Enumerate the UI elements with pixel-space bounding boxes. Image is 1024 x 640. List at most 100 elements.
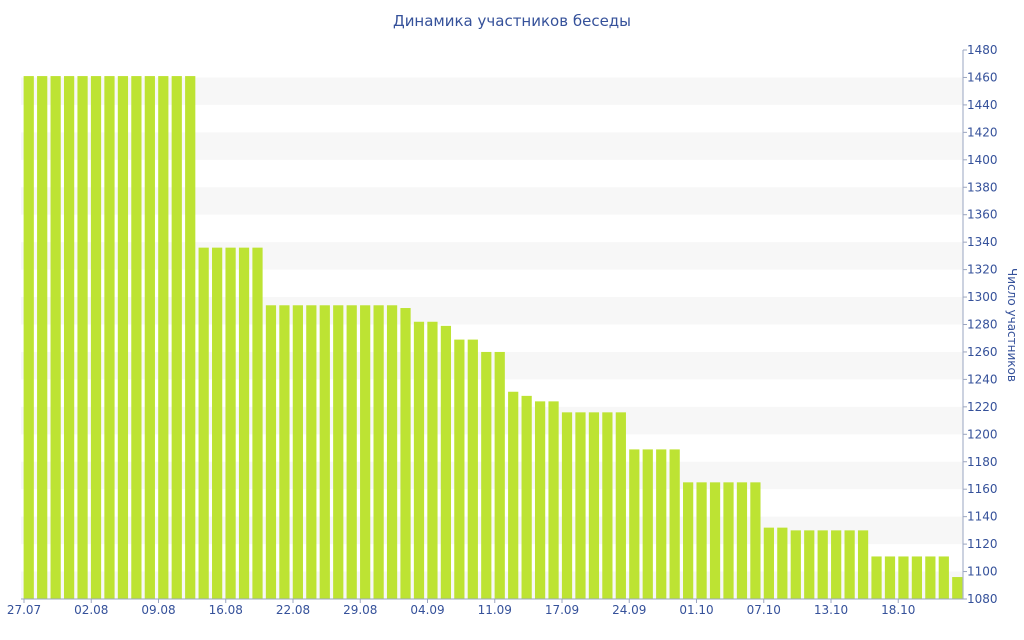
y-tick-label: 1220 [967,400,998,414]
bar [467,339,478,599]
y-tick-label: 1240 [967,372,998,386]
bar [225,247,236,599]
x-tick-label: 22.08 [276,603,310,617]
bar [534,401,546,599]
bar [669,449,680,599]
bar [400,308,411,599]
y-tick-label: 1300 [967,290,998,304]
y-tick-label: 1100 [967,565,998,579]
bar [212,247,223,599]
bar [360,305,371,599]
bar [494,351,505,599]
x-tick-label: 18.10 [881,603,915,617]
bar [817,530,828,599]
bar [440,325,452,599]
y-tick-label: 1440 [967,98,998,112]
bar [386,305,398,599]
bar [575,412,586,599]
bar [548,401,559,599]
y-tick-label: 1420 [967,125,998,139]
bar [238,247,250,599]
bar [857,530,869,599]
bar [37,76,48,599]
bar [481,351,492,599]
x-tick-label: 09.08 [141,603,175,617]
bar [898,556,909,599]
y-tick-label: 1120 [967,537,998,551]
bar [790,530,801,599]
bar [171,76,182,599]
bar [50,76,61,599]
bar [117,76,129,599]
y-tick-label: 1080 [967,592,998,606]
bar [831,530,842,599]
bar [63,76,75,599]
x-tick-label: 01.10 [679,603,713,617]
bar [508,391,519,599]
x-tick-label: 04.09 [410,603,444,617]
chart-title: Динамика участников беседы [392,12,632,30]
bars [23,76,963,599]
bar [292,305,303,599]
x-tick-label: 27.07 [7,603,41,617]
x-axis: 27.07 02.08 09.08 16.08 22.08 29.08 04.09 11.09… [7,598,963,617]
bar [454,339,465,599]
bar [561,412,573,599]
bar [185,76,196,599]
bar [521,395,532,599]
bar [252,247,263,599]
bar [683,482,694,599]
bar [709,482,721,599]
bar [911,556,923,599]
bar [763,527,774,599]
bar [777,527,788,599]
bar [158,76,169,599]
bar [77,76,88,599]
x-tick-label: 13.10 [814,603,848,617]
bar [90,76,102,599]
bar [696,482,707,599]
bar [346,305,357,599]
y-tick-label: 1380 [967,180,998,194]
bar [279,305,290,599]
bar [23,76,34,599]
y-tick-label: 1260 [967,345,998,359]
bar [588,412,600,599]
bar [373,305,384,599]
y-axis-label: Число участников [1005,268,1019,382]
y-tick-label: 1140 [967,510,998,524]
y-tick-label: 1460 [967,70,998,84]
bar [642,449,653,599]
y-tick-label: 1200 [967,427,998,441]
x-tick-label: 07.10 [747,603,781,617]
y-axis: 1080 1100 1120 1140 1160 1180 1200 1220 1240 1260… [962,43,998,606]
y-tick-label: 1480 [967,43,998,57]
bar [144,76,155,599]
y-tick-label: 1360 [967,208,998,222]
x-tick-label: 16.08 [209,603,243,617]
x-tick-label: 11.09 [478,603,512,617]
y-tick-label: 1160 [967,482,998,496]
bar [750,482,761,599]
bar [427,321,438,599]
y-tick-label: 1180 [967,455,998,469]
bar [938,556,949,599]
bar [104,76,115,599]
bar [736,482,748,599]
bar [131,76,142,599]
bar [804,530,815,599]
bar [333,305,344,599]
y-tick-label: 1400 [967,153,998,167]
x-tick-label: 02.08 [74,603,108,617]
bar [952,577,963,599]
bar [871,556,882,599]
y-tick-label: 1340 [967,235,998,249]
y-tick-label: 1320 [967,263,998,277]
bar [629,449,640,599]
bar [413,321,425,599]
bar [319,305,330,599]
bar [602,412,613,599]
y-tick-label: 1280 [967,318,998,332]
bar [884,556,896,599]
